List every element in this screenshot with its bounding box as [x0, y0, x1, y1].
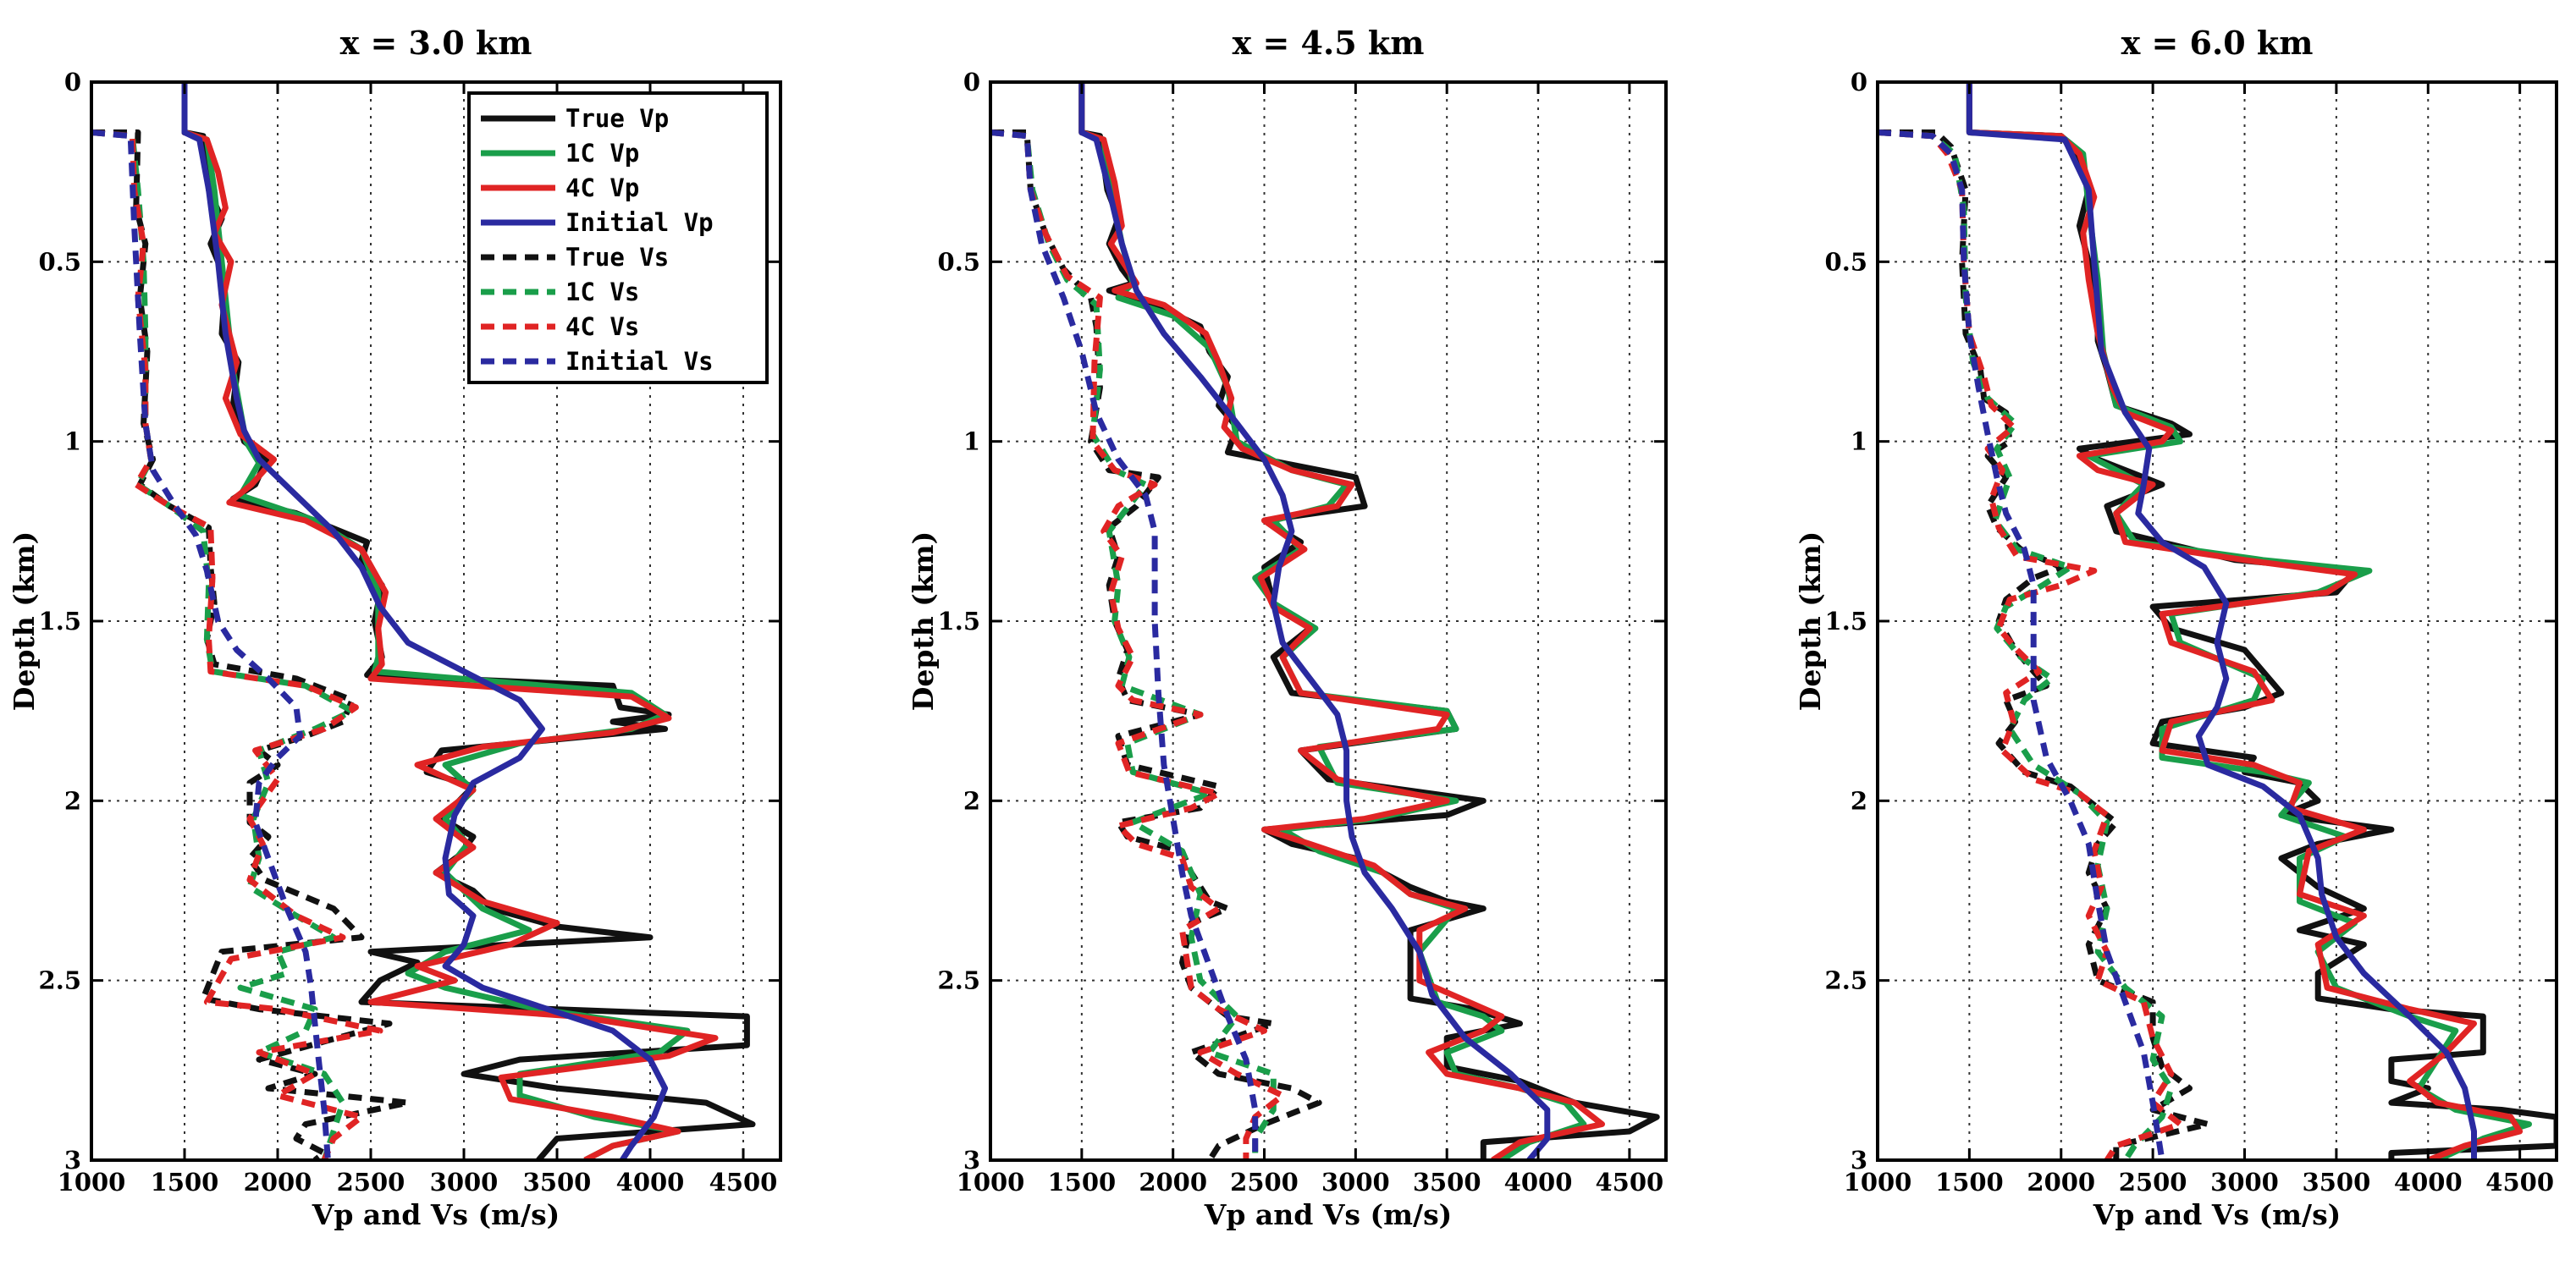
y-tick-label: 2.5 [938, 966, 980, 995]
x-axis-label: Vp and Vs (m/s) [312, 1198, 560, 1231]
y-tick-label: 2 [963, 786, 980, 815]
y-tick-label: 1 [963, 427, 980, 456]
chart-title: x = 6.0 km [2121, 24, 2314, 62]
legend-label-1c-vp: 1C Vp [565, 139, 639, 168]
y-axis-label: Depth (km) [907, 531, 940, 711]
x-tick-label: 4000 [1504, 1168, 1573, 1197]
series-group [990, 82, 1660, 1160]
y-tick-label: 3 [963, 1146, 980, 1175]
y-tick-label: 1 [1851, 427, 1867, 456]
y-tick-label: 3 [64, 1146, 81, 1175]
legend-label-1c-vs: 1C Vs [565, 278, 639, 306]
legend-label-4c-vs: 4C Vs [565, 312, 639, 341]
y-tick-label: 2.5 [1825, 966, 1867, 995]
y-axis-label: Depth (km) [8, 531, 41, 711]
x-tick-label: 3500 [523, 1168, 592, 1197]
y-tick-label: 0 [963, 68, 980, 96]
y-tick-label: 0 [1851, 68, 1867, 96]
x-tick-label: 3000 [1321, 1168, 1390, 1197]
x-axis-label: Vp and Vs (m/s) [1204, 1198, 1453, 1231]
y-tick-label: 2.5 [39, 966, 81, 995]
y-tick-label: 0.5 [1825, 247, 1867, 276]
x-tick-label: 3500 [2303, 1168, 2371, 1197]
chart-title: x = 4.5 km [1233, 24, 1425, 62]
y-tick-label: 0.5 [39, 247, 81, 276]
series-line-4c-vp [1078, 82, 1605, 1160]
x-tick-label: 3000 [430, 1168, 499, 1197]
y-tick-label: 0 [64, 68, 81, 96]
x-tick-label: 1000 [957, 1168, 1025, 1197]
plot-area [990, 82, 1666, 1160]
y-axis-label: Depth (km) [1794, 531, 1827, 711]
x-tick-label: 4500 [1596, 1168, 1664, 1197]
x-axis-label: Vp and Vs (m/s) [2093, 1198, 2342, 1231]
x-tick-label: 2000 [1139, 1168, 1207, 1197]
y-tick-label: 3 [1851, 1146, 1867, 1175]
legend-box [467, 91, 769, 384]
x-tick-label: 2500 [1230, 1168, 1299, 1197]
x-tick-label: 1500 [151, 1168, 219, 1197]
y-tick-label: 0.5 [938, 247, 980, 276]
y-tick-label: 2 [64, 786, 81, 815]
x-tick-label: 2500 [2119, 1168, 2187, 1197]
x-tick-label: 3500 [1413, 1168, 1481, 1197]
series-line-1c-vp [1078, 82, 1587, 1160]
series-line-initial-vs [1878, 129, 2165, 1160]
x-tick-label: 4500 [2485, 1168, 2554, 1197]
x-tick-label: 1500 [1047, 1168, 1116, 1197]
series-line-initial-vp [1966, 82, 2477, 1160]
chart-panel-x-3-0-km: 1000 1500 2000 2500 3000 3500 4000 4500 0 0.5 1 1.5… [8, 24, 782, 1231]
y-tick-label: 1.5 [938, 607, 980, 636]
series-line-true-vs [91, 129, 411, 1160]
legend-label-true-vs: True Vs [565, 243, 669, 272]
x-tick-label: 1000 [1844, 1168, 1912, 1197]
series-line-4c-vs [1878, 129, 2184, 1160]
series-group [1878, 82, 2557, 1160]
chart-panel-x-4-5-km: 1000 1500 2000 2500 3000 3500 4000 4500 0 0.5 1 1.5… [907, 24, 1668, 1231]
series-group [91, 82, 756, 1160]
legend-label-initial-vs: Initial Vs [565, 347, 714, 376]
y-tick-label: 1 [64, 427, 81, 456]
series-line-4c-vs [990, 129, 1286, 1160]
legend-label-initial-vp: Initial Vp [565, 208, 714, 237]
legend-label-true-vp: True Vp [565, 104, 669, 133]
x-tick-label: 3000 [2210, 1168, 2279, 1197]
legend: True Vp 1C Vp 4C Vp Initial Vp True Vs 1C Vs 4… [467, 91, 769, 384]
series-line-initial-vp [181, 82, 669, 1160]
x-tick-label: 2000 [2027, 1168, 2095, 1197]
y-tick-label: 1.5 [39, 607, 81, 636]
y-tick-label: 1.5 [1825, 607, 1867, 636]
chart-panel-x-6-0-km: 1000 1500 2000 2500 3000 3500 4000 4500 0 0.5 1 1.5… [1794, 24, 2558, 1231]
x-tick-label: 1500 [1935, 1168, 2004, 1197]
series-line-initial-vs [990, 129, 1259, 1160]
x-tick-label: 4500 [709, 1168, 778, 1197]
x-tick-label: 2500 [337, 1168, 405, 1197]
x-tick-label: 2000 [244, 1168, 312, 1197]
series-line-initial-vp [1078, 82, 1551, 1160]
x-tick-label: 4000 [616, 1168, 685, 1197]
x-tick-label: 4000 [2394, 1168, 2463, 1197]
legend-label-4c-vp: 4C Vp [565, 173, 639, 202]
y-tick-label: 2 [1851, 786, 1867, 815]
chart-title: x = 3.0 km [340, 24, 532, 62]
series-line-true-vs [1878, 129, 2211, 1160]
x-tick-label: 1000 [58, 1168, 126, 1197]
